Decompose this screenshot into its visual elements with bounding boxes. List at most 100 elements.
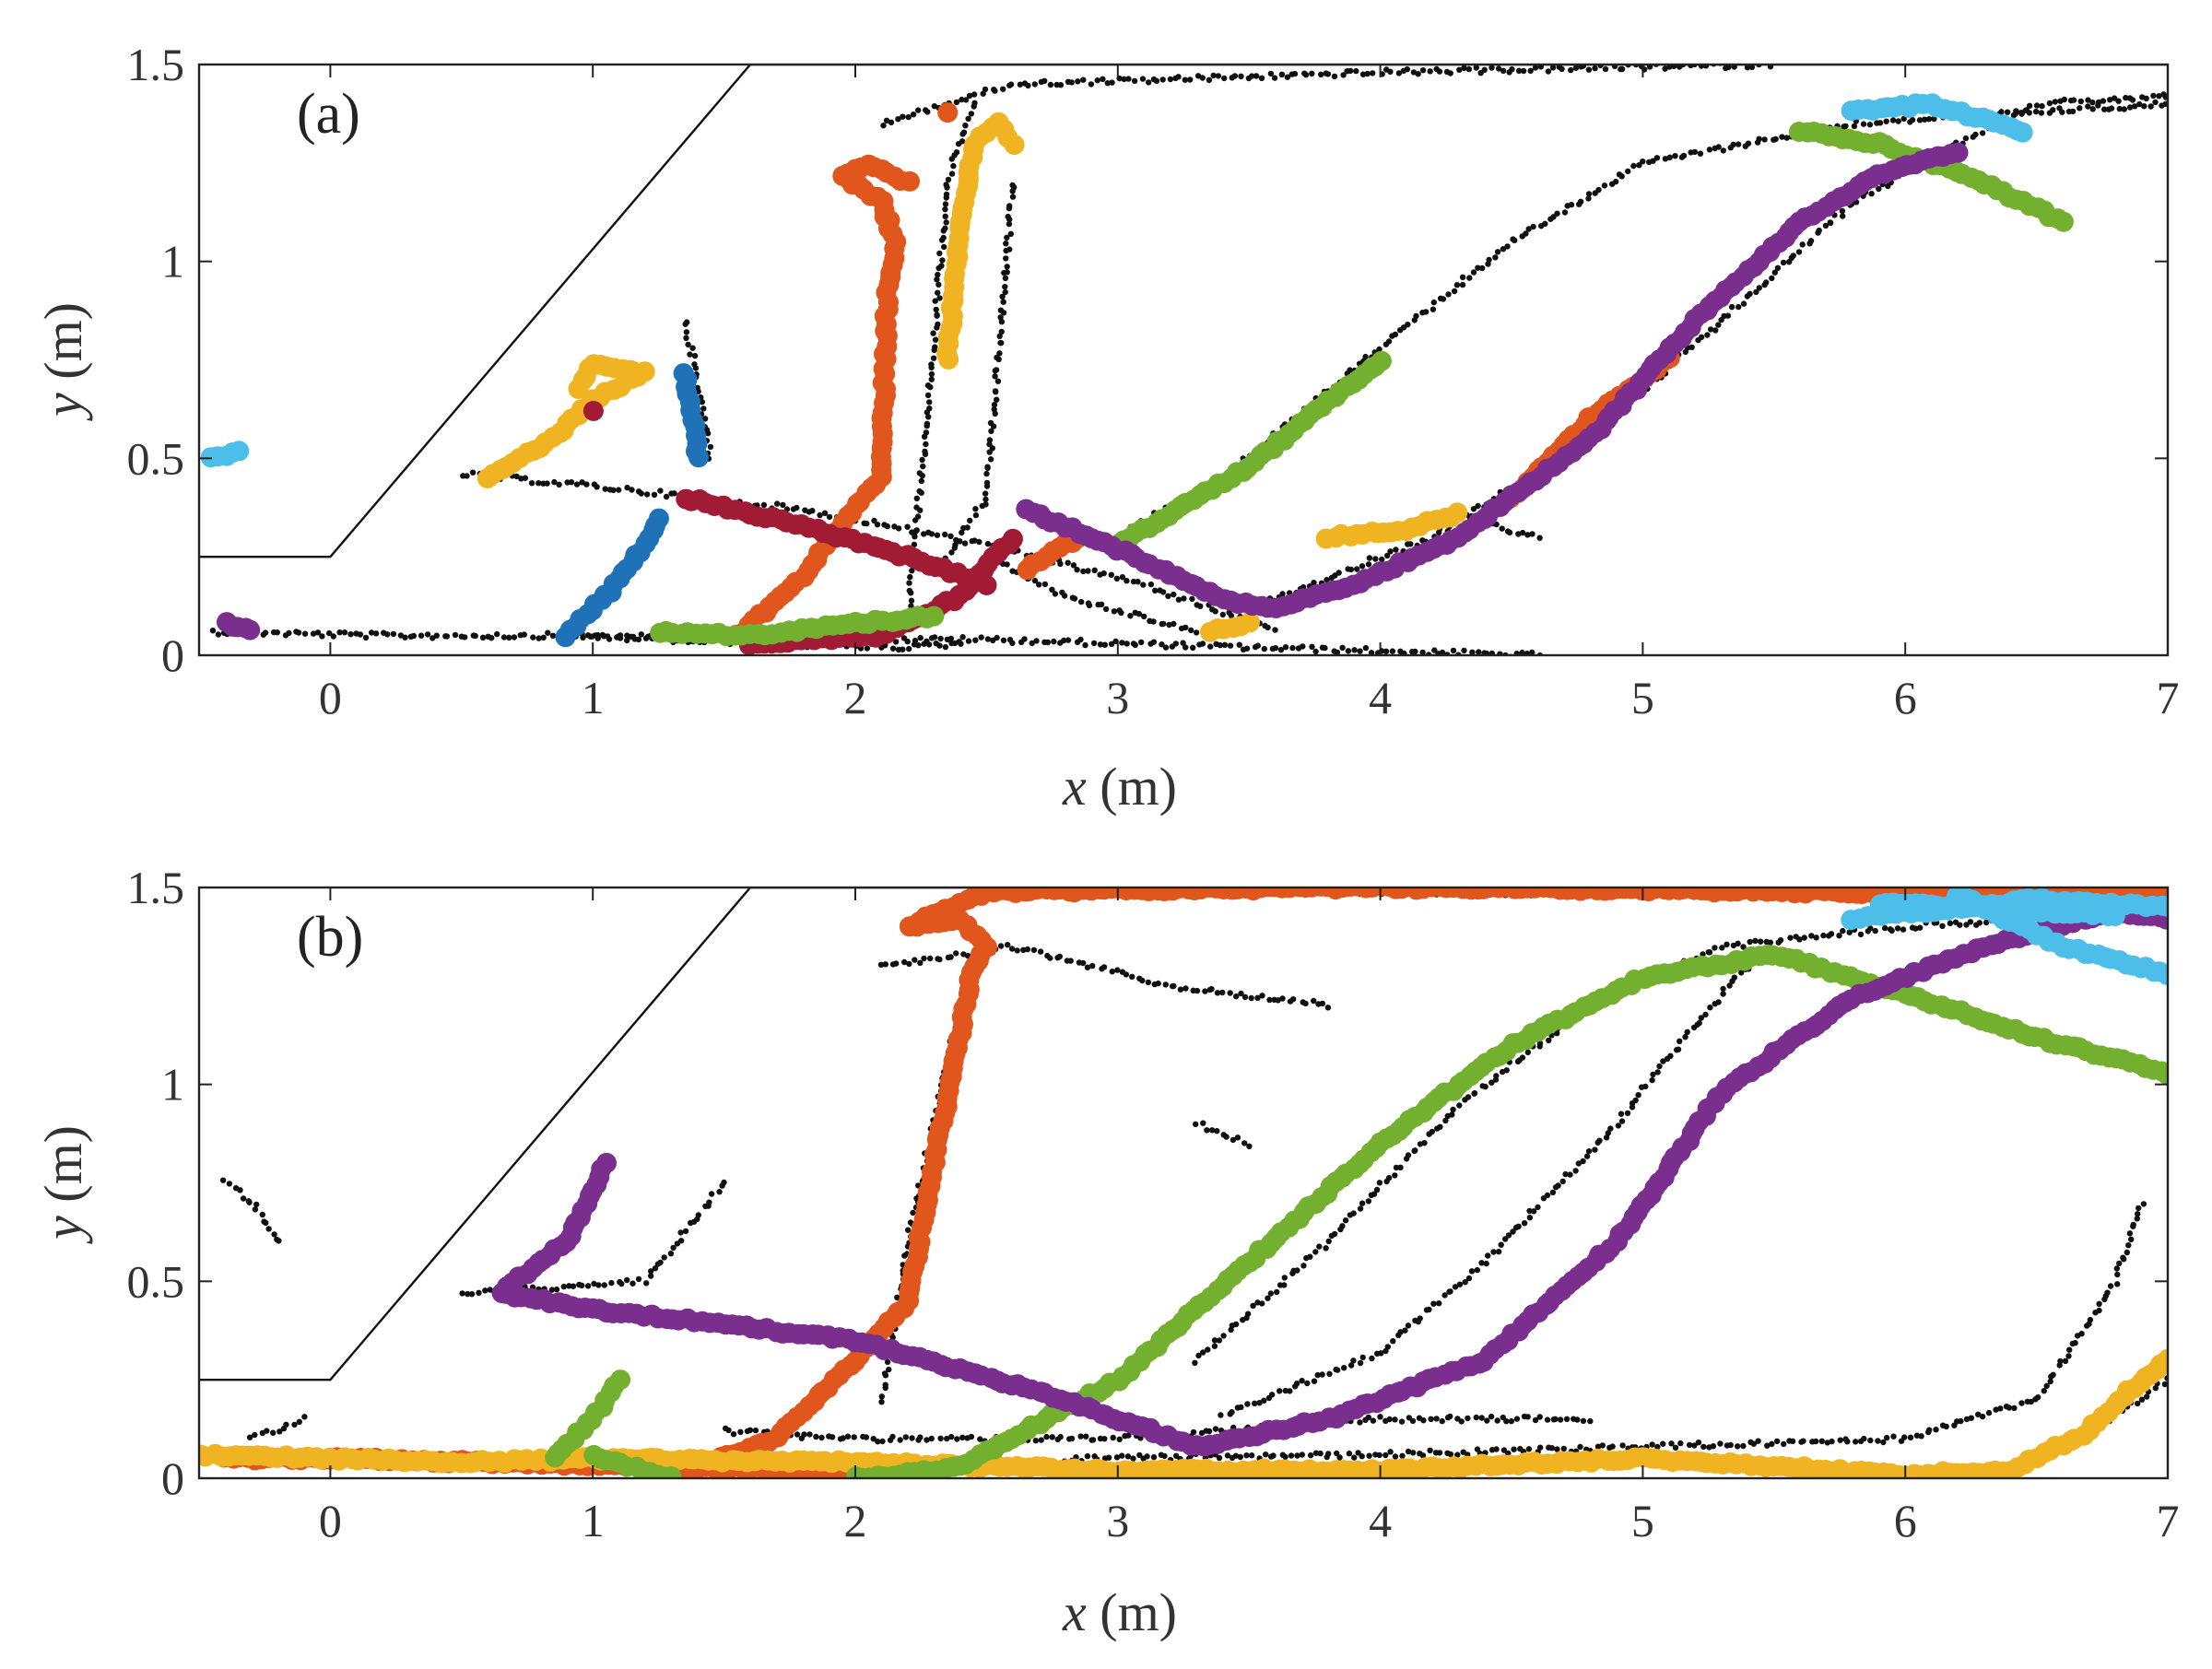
panel-b-black-point — [1419, 1452, 1427, 1459]
panel-a-black-point — [1747, 290, 1753, 297]
panel-a-axes-frame — [197, 63, 2170, 657]
panel-b-black-point — [1248, 994, 1254, 1002]
panel-b-black-point — [1712, 945, 1718, 951]
panel-a-black-point — [1217, 641, 1224, 649]
panel-b-black-point — [1555, 1182, 1561, 1189]
panel-b-black-point — [897, 1437, 903, 1443]
panel-b-black-point — [2006, 1405, 2013, 1411]
panel-b-black-point — [1370, 1417, 1377, 1424]
panel-a-black-point — [1357, 648, 1363, 654]
panel-a-black-point — [1036, 582, 1042, 588]
panel-b-black-point — [1410, 1450, 1417, 1456]
panel-b-black-point — [1114, 967, 1121, 973]
panel-a-black-point — [579, 479, 585, 486]
panel-a-black-point — [817, 511, 823, 519]
panel-a-black-point — [511, 634, 518, 641]
panel-a-black-point — [1009, 640, 1016, 646]
panel-b-black-point — [465, 1290, 471, 1298]
panel-a-black-point — [922, 448, 928, 455]
panel-b-black-point — [1323, 1245, 1329, 1252]
panel-b-black-point — [906, 960, 912, 968]
panel-b-black-point — [1200, 1349, 1206, 1356]
panel-a-black-point — [1527, 67, 1534, 75]
panel-a-black-point — [1447, 70, 1453, 76]
panel-a-black-point — [1187, 76, 1194, 83]
panel-b-black-point — [1752, 937, 1759, 945]
panel-a-black-point — [1124, 578, 1130, 584]
panel-b-black-point — [1649, 1076, 1655, 1084]
panel-a-black-point — [1509, 66, 1515, 73]
panel-b-black-point — [1715, 999, 1722, 1005]
panel-a-black-point — [1568, 66, 1574, 74]
panel-a-black-point — [1147, 581, 1155, 588]
panel-b-black-point — [1238, 990, 1244, 997]
panel-b-black-point — [1857, 931, 1865, 938]
panel-b-black-point — [624, 1276, 630, 1284]
panel-a-black-point — [1385, 338, 1393, 345]
panel-b-black-point — [1216, 1337, 1223, 1344]
panel-a-black-point — [2116, 105, 2123, 112]
panel-b-black-point — [878, 1393, 885, 1400]
panel-a-black-point — [587, 633, 594, 640]
panel-a-black-point — [1461, 65, 1467, 72]
panel-a-black-point — [544, 480, 550, 487]
panel-a-black-point — [1111, 608, 1118, 615]
panel-a-black-point — [1080, 568, 1087, 575]
panel-a-black-point — [1243, 645, 1251, 652]
panel-a-black-point — [958, 641, 964, 647]
panel-a-black-point — [1537, 65, 1545, 70]
panel-a-black-point — [916, 488, 923, 495]
panel-a-black-point — [986, 437, 994, 443]
panel-b-black-point — [1979, 1413, 1986, 1420]
panel-a-black-point — [1670, 65, 1677, 69]
panel-a-black-point — [1238, 73, 1244, 80]
panel-a-black-point — [1057, 82, 1065, 88]
panel-b-black-point — [959, 1434, 966, 1441]
panel-b-black-point — [1880, 1439, 1887, 1446]
panel-a-black-point — [1318, 71, 1324, 78]
panel-a-black-point — [528, 480, 535, 487]
panel-a-black-point — [1519, 649, 1525, 655]
panel-b-black-point — [1238, 1404, 1244, 1411]
panel-a-black-point — [1271, 75, 1278, 81]
panel-a-black-point — [2101, 106, 2108, 112]
panel-b-black-point — [1549, 1189, 1557, 1196]
panel-a-black-point — [1261, 645, 1268, 652]
panel-b-black-track — [219, 1177, 282, 1244]
panel-a-black-point — [934, 532, 941, 538]
panel-a-black-point — [888, 119, 895, 125]
panel-b-black-point — [721, 1179, 727, 1186]
panel-b-black-point — [219, 1177, 227, 1183]
panel-a-black-point — [1499, 525, 1505, 532]
panel-a-black-point — [624, 484, 630, 491]
panel-b-black-point — [1288, 1452, 1295, 1459]
panel-a-black-point — [1481, 66, 1488, 74]
panel-a-black-point — [889, 645, 897, 652]
panel-a-black-point — [1003, 241, 1009, 247]
panel-b-x-tick-label: 0 — [319, 1495, 342, 1546]
panel-b-black-point — [1583, 1153, 1591, 1159]
panel-a-black-point — [1004, 269, 1010, 276]
panel-a-black-point — [1715, 144, 1722, 150]
panel-b-black-point — [1049, 1434, 1055, 1440]
panel-b-black-point — [667, 1251, 675, 1257]
panel-b-black-point — [1083, 1433, 1089, 1440]
panel-b-black-point — [1471, 1090, 1478, 1097]
panel-b-black-point — [1619, 1442, 1626, 1449]
panel-a-black-point — [947, 533, 954, 539]
panel-a-black-point — [215, 631, 222, 638]
panel-a-black-point — [2033, 102, 2041, 109]
panel-a-y-axis-label: y (m) — [33, 302, 93, 421]
panel-a-black-point — [1267, 70, 1275, 77]
panel-b-black-point — [629, 1280, 636, 1287]
panel-b-black-point — [276, 1238, 282, 1244]
panel-a-black-point — [1712, 327, 1719, 334]
panel-a-black-point — [2052, 99, 2058, 105]
panel-a-black-point — [921, 531, 927, 537]
panel-b-black-point — [1505, 1232, 1512, 1239]
panel-b-black-point — [1632, 1097, 1639, 1104]
panel-a-black-point — [1916, 117, 1924, 123]
panel-b-wall-outline — [199, 887, 2168, 1381]
panel-a-black-point — [1720, 147, 1727, 154]
panel-a-black-point — [874, 522, 881, 528]
